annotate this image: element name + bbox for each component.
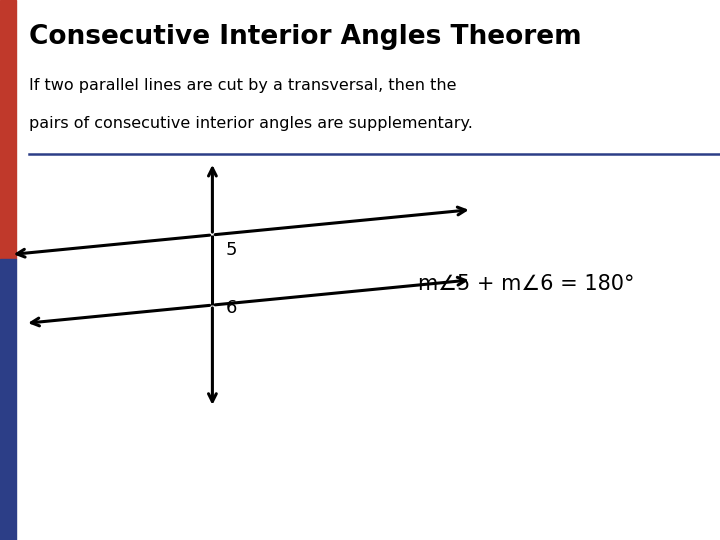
Text: pairs of consecutive interior angles are supplementary.: pairs of consecutive interior angles are… <box>29 116 472 131</box>
Text: If two parallel lines are cut by a transversal, then the: If two parallel lines are cut by a trans… <box>29 78 456 93</box>
Text: 5: 5 <box>225 241 237 259</box>
Bar <box>0 259 16 540</box>
Text: Consecutive Interior Angles Theorem: Consecutive Interior Angles Theorem <box>29 24 582 50</box>
Bar <box>0 0 16 259</box>
Text: 6: 6 <box>225 299 237 316</box>
Text: m∠5 + m∠6 = 180°: m∠5 + m∠6 = 180° <box>418 273 634 294</box>
